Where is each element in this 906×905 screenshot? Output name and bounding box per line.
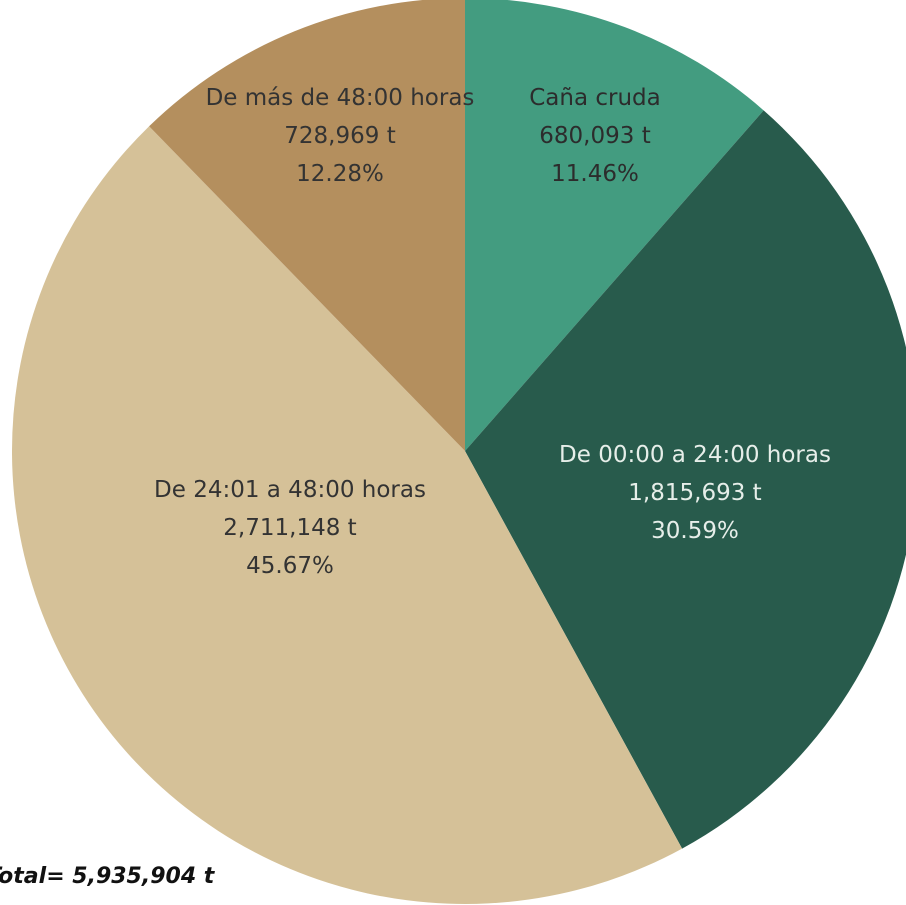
total-annotation: Total= 5,935,904 t [0,864,215,889]
value-label: 728,969 t [284,123,396,149]
slice-label: Caña cruda 680,093 t 11.46% [500,79,690,193]
pie-slice [465,0,764,451]
pie-slice [465,110,906,849]
slice-label: De 24:01 a 48:00 horas 2,711,148 t 45.67% [140,471,440,585]
slice-label: De más de 48:00 horas 728,969 t 12.28% [190,79,490,193]
percent-label: 30.59% [651,518,739,544]
value-label: 680,093 t [539,123,651,149]
percent-label: 11.46% [551,161,639,187]
category-label: De 00:00 a 24:00 horas [559,442,831,468]
pie-slice [11,126,683,905]
value-label: 2,711,148 t [223,515,357,541]
percent-label: 45.67% [246,553,334,579]
percent-label: 12.28% [296,161,384,187]
category-label: Caña cruda [529,85,661,111]
pie-slice [149,0,465,451]
value-label: 1,815,693 t [628,480,762,506]
slice-label: De 00:00 a 24:00 horas 1,815,693 t 30.59% [545,436,845,550]
category-label: De 24:01 a 48:00 horas [154,477,426,503]
category-label: De más de 48:00 horas [205,85,475,111]
